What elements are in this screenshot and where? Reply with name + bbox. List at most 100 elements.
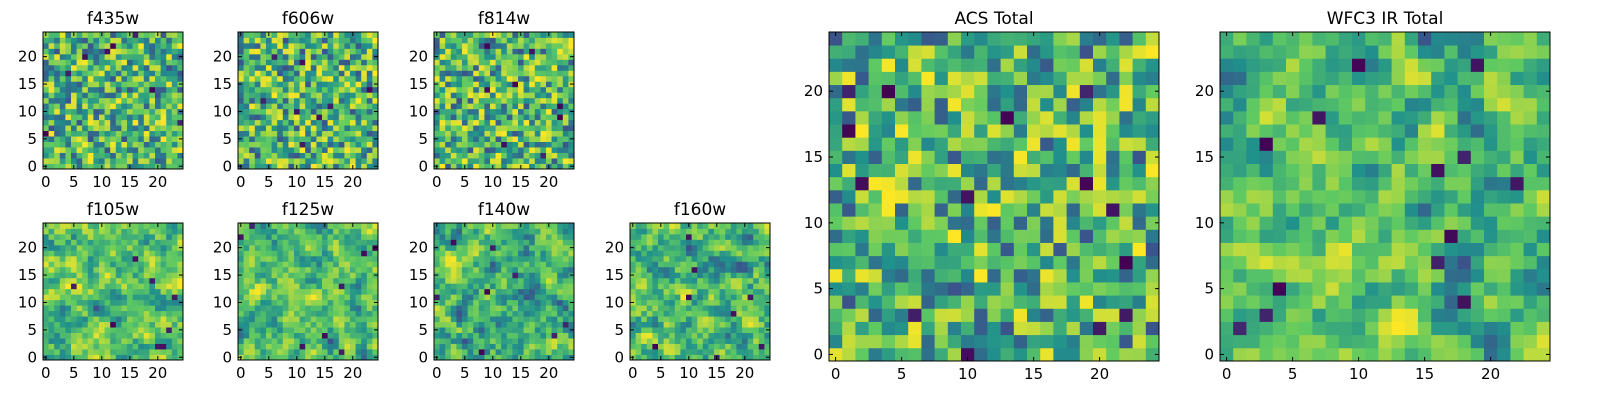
heatmap-cell — [294, 103, 300, 110]
heatmap-cell — [1066, 347, 1081, 362]
heatmap-cell — [266, 239, 272, 246]
heatmap-cell — [43, 75, 49, 82]
heatmap-cell — [344, 141, 351, 148]
heatmap-cell — [450, 299, 457, 306]
heatmap-cell — [59, 310, 66, 317]
heatmap-cell — [730, 266, 737, 273]
heatmap-cell — [534, 103, 541, 110]
heatmap-cell — [562, 119, 569, 126]
heatmap-cell — [366, 255, 373, 262]
heatmap-cell — [344, 310, 351, 317]
heatmap-cell — [1119, 176, 1133, 191]
heatmap-cell — [149, 75, 156, 82]
heatmap-cell — [557, 305, 564, 312]
heatmap-cell — [115, 354, 122, 361]
heatmap-cell — [104, 32, 111, 38]
heatmap-cell — [635, 310, 642, 317]
heatmap-cell — [299, 316, 306, 323]
heatmap-cell — [166, 266, 173, 273]
heatmap-cell — [93, 163, 100, 170]
heatmap-cell — [366, 294, 373, 301]
heatmap-cell — [76, 239, 83, 246]
heatmap-cell — [490, 119, 496, 126]
heatmap-cell — [534, 277, 541, 284]
heatmap-cell — [829, 203, 843, 217]
heatmap-cell — [557, 288, 564, 295]
heatmap-cell — [249, 152, 256, 159]
y-tick-label: 20 — [18, 239, 37, 257]
heatmap-cell — [177, 316, 184, 323]
heatmap-cell — [71, 147, 77, 153]
heatmap-cell — [344, 299, 351, 306]
heatmap-cell — [742, 349, 748, 355]
heatmap-cell — [697, 266, 704, 273]
heatmap-cell — [506, 103, 513, 110]
heatmap-cell — [641, 228, 648, 235]
heatmap-cell — [881, 163, 896, 178]
heatmap-cell — [562, 272, 569, 279]
heatmap-cell — [344, 327, 351, 333]
heatmap-cell — [71, 294, 77, 301]
heatmap-cell — [501, 114, 508, 121]
heatmap-cell — [344, 152, 351, 159]
heatmap-cell — [501, 75, 508, 82]
heatmap-cell — [947, 189, 962, 204]
heatmap-cell — [439, 305, 446, 312]
heatmap-cell — [71, 136, 77, 142]
heatmap-cell — [1145, 295, 1160, 309]
heatmap-cell — [1066, 308, 1081, 322]
heatmap-cell — [635, 338, 642, 344]
heatmap-cell — [658, 266, 664, 273]
heatmap-cell — [529, 294, 536, 301]
heatmap-cell — [742, 261, 748, 268]
heatmap-cell — [65, 294, 72, 301]
heatmap-cell — [908, 189, 922, 204]
heatmap-cell — [987, 334, 1001, 349]
heatmap-cell — [104, 53, 111, 60]
heatmap-cell — [708, 277, 715, 284]
heatmap-cell — [138, 75, 145, 82]
heatmap-cell — [646, 327, 653, 333]
heatmap-cell — [646, 305, 653, 312]
heatmap-cell — [366, 64, 373, 71]
heatmap-cell — [143, 103, 150, 110]
heatmap-cell — [646, 343, 653, 350]
heatmap-cell — [171, 244, 178, 251]
heatmap-cell — [104, 158, 111, 164]
heatmap-cell — [260, 354, 267, 361]
heatmap-cell — [127, 310, 133, 317]
heatmap-cell — [104, 310, 111, 317]
heatmap-cell — [674, 354, 681, 361]
heatmap-cell — [344, 239, 351, 246]
heatmap-cell — [462, 103, 468, 110]
heatmap-cell — [512, 244, 519, 251]
heatmap-cell — [501, 81, 508, 88]
heatmap-cell — [921, 255, 935, 270]
heatmap-cell — [439, 288, 446, 295]
heatmap-cell — [260, 316, 267, 323]
heatmap-cell — [686, 343, 692, 350]
heatmap-cell — [238, 255, 244, 262]
heatmap-cell — [1066, 268, 1081, 283]
heatmap-cell — [82, 152, 89, 159]
heatmap-cell — [534, 86, 541, 93]
heatmap-cell — [76, 86, 83, 93]
heatmap-cell — [445, 136, 452, 142]
heatmap-cell — [110, 152, 117, 159]
heatmap-cell — [149, 125, 156, 132]
heatmap-cell — [551, 75, 558, 82]
heatmap-cell — [708, 321, 715, 328]
heatmap-cell — [160, 152, 167, 159]
heatmap-cell — [166, 349, 173, 355]
heatmap-cell — [71, 86, 77, 93]
heatmap-cell — [1040, 242, 1054, 257]
heatmap-cell — [243, 152, 250, 159]
heatmap-cell — [445, 42, 452, 49]
heatmap-cell — [562, 70, 569, 77]
heatmap-cell — [512, 305, 519, 312]
y-tick-label: 15 — [18, 266, 37, 284]
heatmap-cell — [557, 42, 564, 49]
heatmap-cell — [87, 70, 94, 77]
heatmap-cell — [327, 114, 334, 121]
heatmap-cell — [115, 277, 122, 284]
